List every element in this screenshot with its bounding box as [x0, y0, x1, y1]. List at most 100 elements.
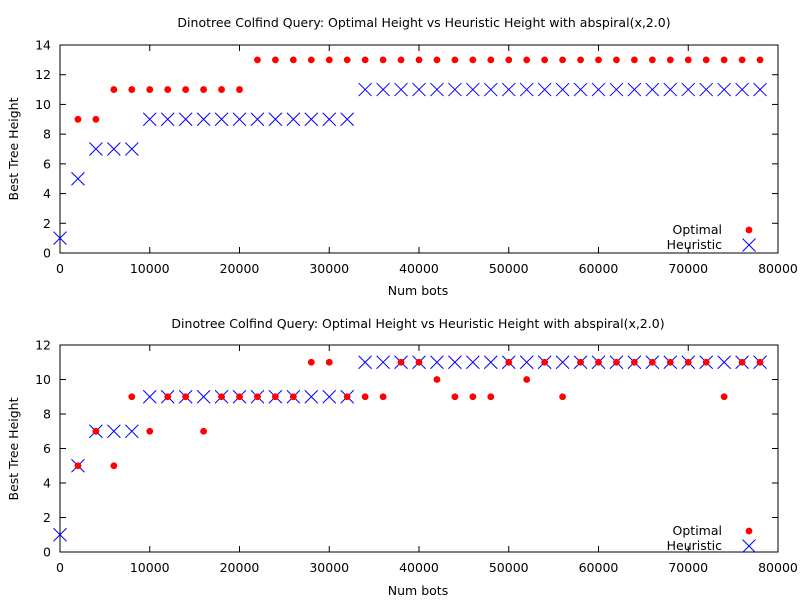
y-tick-label: 8 — [43, 407, 51, 422]
x-tick-label: 50000 — [489, 560, 529, 575]
point-heuristic — [394, 82, 408, 97]
point-heuristic — [322, 112, 337, 127]
plot-frame — [59, 344, 779, 553]
point-heuristic — [448, 82, 462, 97]
y-tick-label: 0 — [43, 545, 51, 560]
point-heuristic — [124, 142, 139, 156]
point-optimal — [613, 56, 620, 64]
x-tick-label: 80000 — [758, 261, 798, 276]
point-optimal — [577, 56, 584, 64]
point-heuristic — [483, 355, 498, 370]
point-optimal — [236, 393, 243, 401]
y-tick-label: 2 — [43, 510, 51, 525]
series-heuristic — [53, 355, 767, 542]
point-heuristic — [717, 82, 732, 97]
legend-marker-heuristic — [742, 238, 756, 252]
x-tick-label: 30000 — [309, 560, 349, 575]
point-heuristic — [717, 355, 732, 370]
x-tick-label: 60000 — [579, 560, 619, 575]
y-tick-label: 6 — [43, 156, 51, 171]
point-optimal — [236, 86, 243, 93]
point-optimal — [559, 393, 566, 401]
point-optimal — [272, 56, 279, 64]
point-heuristic — [53, 231, 67, 245]
point-heuristic — [106, 142, 121, 156]
point-heuristic — [358, 355, 373, 370]
point-optimal — [307, 358, 315, 366]
series-optimal — [74, 56, 764, 123]
point-optimal — [361, 56, 369, 64]
legend-marker-heuristic — [742, 539, 756, 553]
point-heuristic — [89, 142, 103, 156]
x-tick-label: 0 — [56, 560, 64, 575]
point-heuristic — [753, 82, 767, 97]
point-heuristic — [591, 82, 606, 97]
point-heuristic — [196, 389, 211, 404]
point-optimal — [666, 358, 674, 366]
point-heuristic — [71, 171, 85, 186]
point-heuristic — [232, 112, 247, 127]
point-heuristic — [501, 82, 516, 97]
point-optimal — [523, 376, 531, 383]
x-tick-label: 70000 — [668, 261, 708, 276]
chart-title: Dinotree Colfind Query: Optimal Height v… — [177, 15, 670, 30]
point-optimal — [451, 56, 459, 64]
point-optimal — [523, 56, 531, 64]
point-heuristic — [196, 112, 211, 127]
point-heuristic — [663, 82, 678, 97]
legend: Optimal Heuristic — [667, 523, 723, 553]
point-optimal — [595, 358, 602, 366]
point-heuristic — [142, 112, 157, 127]
point-optimal — [325, 358, 333, 366]
point-optimal — [254, 56, 261, 64]
plot-frame — [59, 44, 779, 254]
point-optimal — [487, 56, 495, 64]
point-optimal — [74, 115, 82, 123]
legend-label-optimal: Optimal — [673, 523, 722, 538]
point-optimal — [272, 393, 279, 401]
y-axis-label: Best Tree Height — [6, 97, 21, 200]
point-heuristic — [286, 112, 301, 127]
point-optimal — [505, 56, 513, 64]
point-optimal — [631, 358, 638, 366]
point-optimal — [702, 56, 710, 64]
point-heuristic — [268, 112, 283, 127]
point-heuristic — [555, 82, 570, 97]
point-optimal — [415, 56, 423, 64]
point-optimal — [325, 56, 333, 64]
point-heuristic — [609, 82, 624, 97]
point-heuristic — [627, 82, 642, 97]
y-tick-label: 4 — [43, 476, 51, 491]
y-tick-label: 12 — [35, 338, 51, 353]
point-heuristic — [555, 355, 570, 370]
point-optimal — [595, 56, 602, 64]
point-heuristic — [412, 82, 426, 97]
point-optimal — [182, 86, 190, 93]
x-tick-label: 80000 — [758, 560, 798, 575]
series-heuristic — [53, 82, 767, 245]
point-optimal — [613, 358, 620, 366]
point-heuristic — [430, 82, 444, 97]
point-heuristic — [465, 82, 480, 97]
chart-panel-top: Dinotree Colfind Query: Optimal Height v… — [6, 15, 798, 298]
point-optimal — [379, 56, 387, 64]
point-optimal — [164, 393, 172, 401]
x-tick-label: 30000 — [309, 261, 349, 276]
x-tick-label: 10000 — [130, 560, 170, 575]
point-optimal — [541, 56, 549, 64]
point-optimal — [92, 427, 100, 435]
x-tick-label: 0 — [56, 261, 64, 276]
point-optimal — [146, 86, 154, 93]
point-optimal — [361, 393, 369, 401]
y-tick-label: 6 — [43, 441, 51, 456]
point-optimal — [415, 358, 423, 366]
point-heuristic — [340, 112, 355, 127]
point-optimal — [541, 358, 549, 366]
point-optimal — [146, 427, 154, 435]
x-tick-label: 40000 — [399, 560, 439, 575]
point-optimal — [469, 56, 477, 64]
point-optimal — [200, 86, 208, 93]
point-optimal — [397, 358, 405, 366]
y-tick-label: 10 — [35, 97, 51, 112]
point-optimal — [397, 56, 405, 64]
